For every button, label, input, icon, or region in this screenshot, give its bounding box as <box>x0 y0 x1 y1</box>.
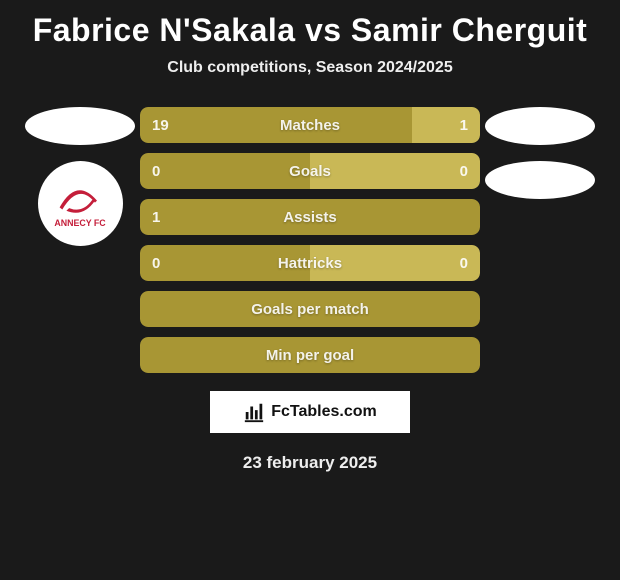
left-column: ANNECY FC <box>20 107 140 373</box>
stat-row-hattricks: Hattricks00 <box>140 245 480 281</box>
stat-bar-left <box>140 153 310 189</box>
player-ellipse-right <box>485 107 595 145</box>
stat-bar-left <box>140 199 480 235</box>
stat-bars: Matches191 Goals00 Assists1 Hattricks00 Goal… <box>140 107 480 373</box>
stat-row-gpm: Goals per match <box>140 291 480 327</box>
svg-text:ANNECY FC: ANNECY FC <box>54 217 106 227</box>
page-title: Fabrice N'Sakala vs Samir Cherguit <box>33 12 588 49</box>
date-text: 23 february 2025 <box>243 453 377 473</box>
subtitle: Club competitions, Season 2024/2025 <box>167 59 452 77</box>
watermark-text: FcTables.com <box>271 403 377 421</box>
stat-bar-left <box>140 337 480 373</box>
content-area: ANNECY FC Matches191 Goals00 Assists1 Hattr… <box>0 107 620 373</box>
stat-row-goals: Goals00 <box>140 153 480 189</box>
right-column <box>480 107 600 373</box>
player-ellipse-left <box>25 107 135 145</box>
stat-bar-left <box>140 107 412 143</box>
stat-row-assists: Assists1 <box>140 199 480 235</box>
stat-row-mpg: Min per goal <box>140 337 480 373</box>
club-badge-left: ANNECY FC <box>38 161 123 246</box>
club-logo-icon: ANNECY FC <box>46 170 114 238</box>
stat-row-matches: Matches191 <box>140 107 480 143</box>
club-ellipse-right <box>485 161 595 199</box>
chart-icon <box>243 401 265 423</box>
stat-bar-left <box>140 245 310 281</box>
stat-bar-left <box>140 291 480 327</box>
stat-bar-right <box>412 107 480 143</box>
comparison-card: Fabrice N'Sakala vs Samir Cherguit Club … <box>0 0 620 580</box>
stat-bar-right <box>310 153 480 189</box>
stat-bar-right <box>310 245 480 281</box>
watermark: FcTables.com <box>210 391 410 433</box>
